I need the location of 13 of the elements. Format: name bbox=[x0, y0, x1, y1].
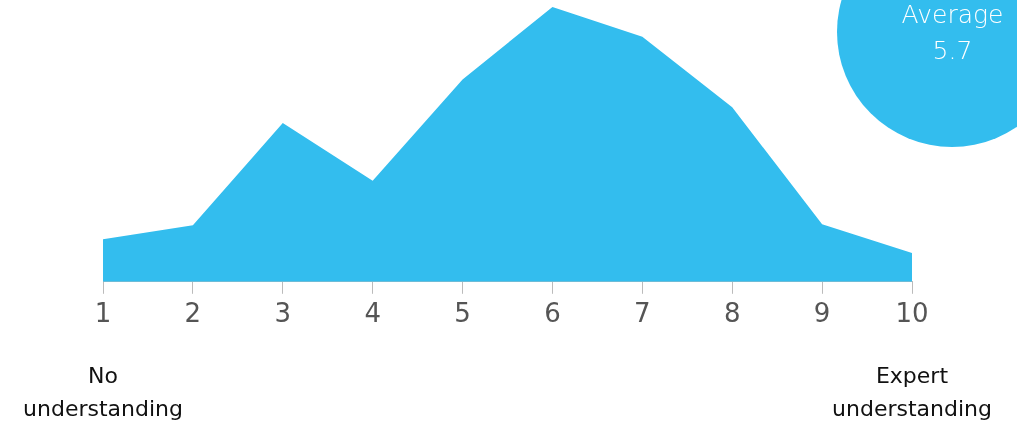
x-tick-label: 5 bbox=[454, 298, 471, 329]
text: Expert understanding bbox=[832, 362, 992, 421]
x-tick-label: 6 bbox=[544, 298, 561, 329]
x-tick-label: 7 bbox=[634, 298, 651, 329]
x-tick-label: 1 bbox=[94, 298, 112, 329]
x-tick-label: 2 bbox=[184, 298, 202, 329]
text: No understanding bbox=[23, 362, 183, 421]
x-tick-label: 8 bbox=[723, 298, 741, 329]
x-tick-label: 3 bbox=[274, 298, 292, 329]
annotation: Average 5.7 bbox=[900, 0, 1005, 67]
x-tick-label: 9 bbox=[813, 298, 831, 329]
x-tick-label: 4 bbox=[364, 298, 381, 329]
x-tick-label: 10 bbox=[895, 298, 929, 329]
